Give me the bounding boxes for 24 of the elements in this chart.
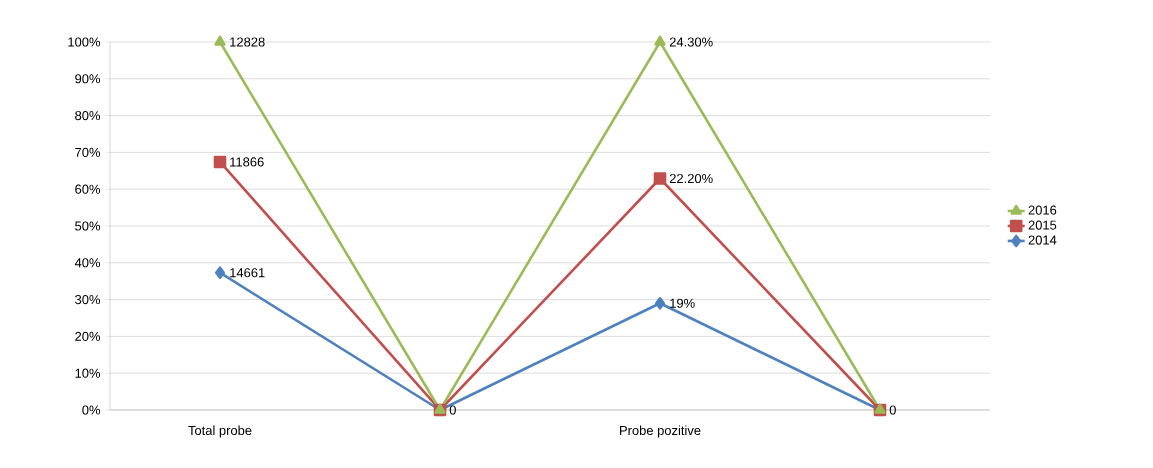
annotation: 19% [670,298,695,308]
y-tick-label: 0% [82,405,101,415]
annotation: 11866 [230,157,264,167]
annotation: 24.30% [669,37,713,47]
y-tick-label: 70% [75,147,101,157]
y-tick-label: 20% [75,331,101,341]
legend-label: 2015 [1028,220,1057,230]
y-tick-label: 30% [75,295,101,305]
x-tick-label: Probe pozitive [620,425,701,438]
y-tick-label: 60% [75,184,101,194]
annotation: 22.20% [669,173,713,184]
y-tick-label: 10% [75,368,101,378]
y-tick-label: 80% [75,111,101,121]
y-tick-label: 50% [75,221,101,231]
data-label: 0 [449,405,456,415]
x-tick-label: Total probe [188,425,252,438]
legend-label: 2014 [1028,235,1057,245]
legend-label: 2016 [1028,205,1057,215]
annotation: 12828 [230,37,265,47]
y-tick-label: 100% [68,37,101,47]
y-tick-label: 40% [74,258,101,268]
data-label: 0 [889,405,896,415]
annotation: 14661 [230,268,265,278]
y-tick-label: 90% [75,74,101,84]
